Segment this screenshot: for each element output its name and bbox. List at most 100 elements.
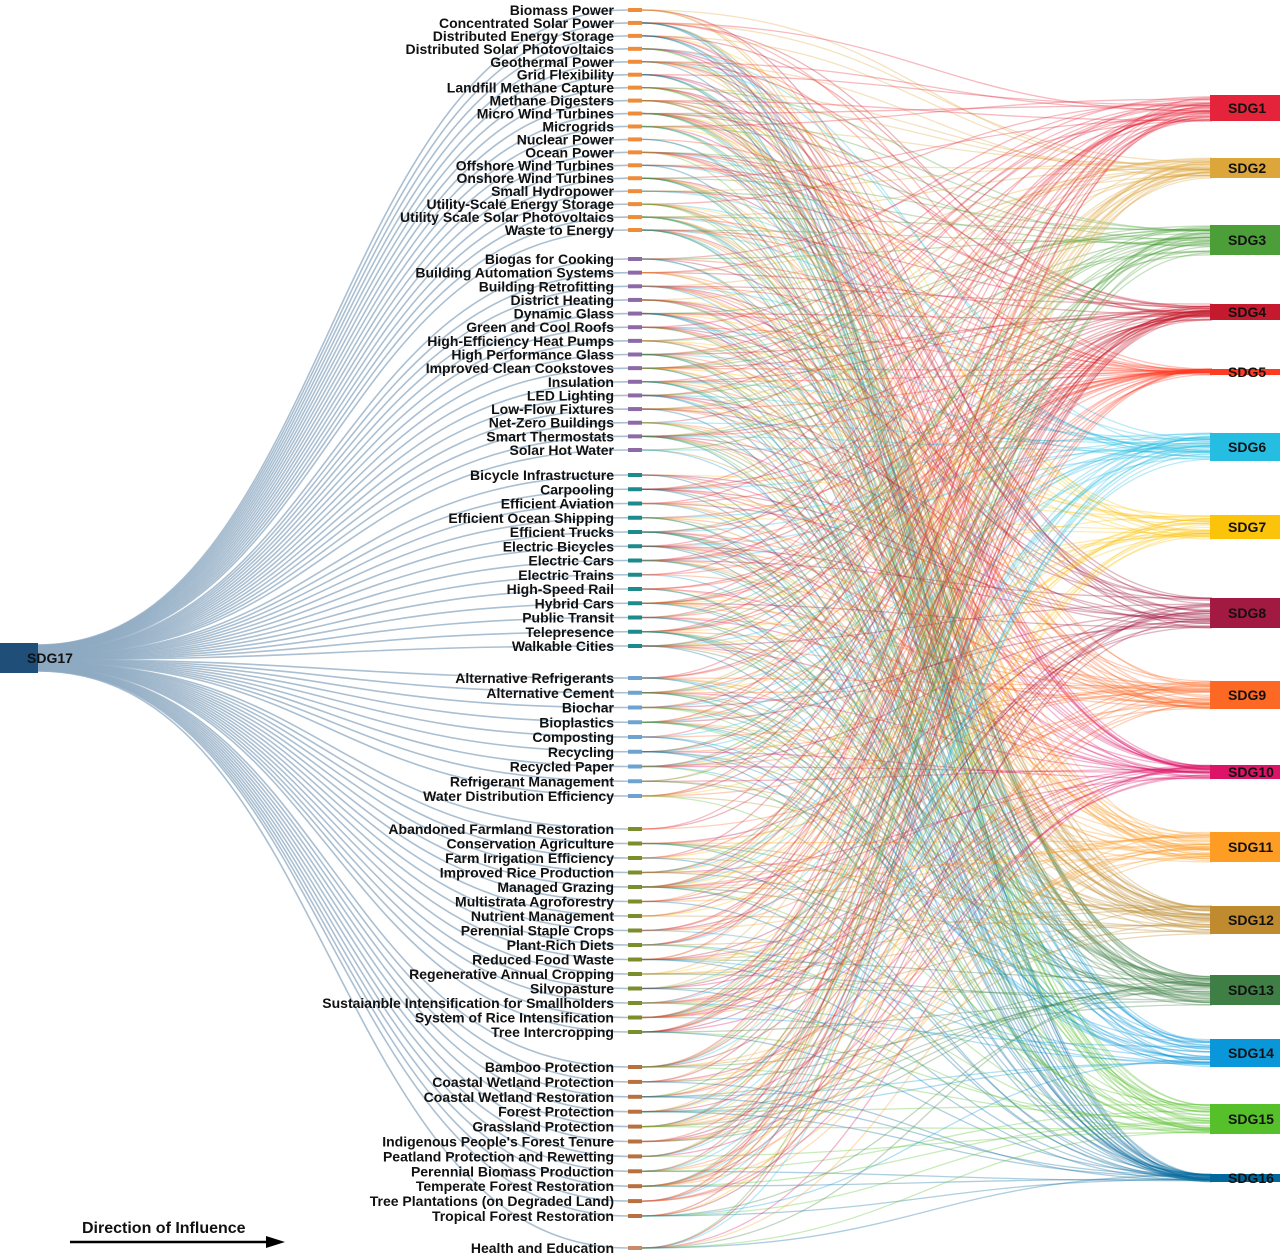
tech-label-refrigerant-management: Refrigerant Management: [450, 773, 614, 789]
tech-node-efficient-trucks: [628, 530, 642, 534]
sdg-link: [641, 216, 1213, 920]
sdg-link: [641, 852, 1213, 1187]
sdg-link: [641, 777, 1213, 874]
sdg-link: [641, 22, 1213, 112]
legend-label: Direction of Influence: [82, 1220, 246, 1237]
sdg5-node: [1210, 369, 1280, 375]
sdg-link: [641, 958, 1213, 1179]
sdg-link: [641, 908, 1213, 961]
sdg-link: [641, 751, 1213, 1053]
tech-label-efficient-ocean-shipping: Efficient Ocean Shipping: [448, 510, 614, 526]
sdg-link: [641, 138, 1213, 1004]
sdg-link: [641, 858, 1213, 874]
sdg-link: [641, 372, 1213, 383]
sdg-link: [641, 252, 1213, 1158]
sdg-link: [641, 229, 1213, 769]
sdg-link: [641, 588, 1213, 773]
influence-link: [37, 668, 629, 1158]
sdg-link: [641, 545, 1213, 1177]
sdg-link: [641, 227, 1213, 694]
sdg-link: [641, 174, 1213, 1113]
sdg-link: [641, 229, 1213, 1187]
sdg-link: [641, 454, 1213, 547]
sdg-link: [641, 229, 1213, 342]
sdg-link: [641, 86, 1213, 232]
influence-link: [37, 665, 629, 990]
sdg-link: [641, 531, 1213, 988]
sdg-link: [641, 432, 1213, 694]
sdg17-source: SDG17: [0, 643, 73, 673]
sdg-link: [641, 111, 1213, 604]
sdg-link: [641, 436, 1213, 888]
sdg-link: [641, 97, 1213, 961]
sdg-link: [641, 353, 1213, 984]
influence-link: [37, 661, 629, 830]
sdg-link: [641, 408, 1213, 602]
tech-label-ocean-power: Ocean Power: [525, 144, 614, 160]
sdg12-label: SDG12: [1228, 912, 1274, 928]
sdg11-node: [1210, 832, 1280, 862]
sdg-link: [641, 86, 1213, 620]
tech-node-high-performance-glass: [628, 352, 642, 357]
sdg-link: [641, 921, 1213, 1143]
tech-label-utility-scale-solar-photovoltaics: Utility Scale Solar Photovoltaics: [400, 209, 614, 225]
sdg-link: [641, 101, 1213, 205]
sdg-link: [641, 616, 1213, 773]
sdg-link: [641, 886, 1213, 907]
sdg-link: [641, 984, 1213, 1128]
influence-link: [37, 99, 629, 649]
sdg-link: [641, 99, 1213, 122]
tech-node-tropical-forest-restoration: [628, 1214, 642, 1218]
sdg-link: [641, 1002, 1213, 1063]
sdg-link: [641, 368, 1213, 604]
sdg-link: [641, 99, 1213, 538]
sdg-link: [641, 371, 1213, 590]
sdg-link: [641, 370, 1213, 490]
sdg-link: [641, 751, 1213, 1179]
sdg-link: [641, 692, 1213, 774]
tech-node-biogas-for-cooking: [628, 257, 642, 261]
sdg-link: [641, 151, 1213, 612]
sdg-link: [641, 22, 1213, 1182]
sdg-link: [641, 35, 1213, 533]
sdg-link: [641, 795, 1213, 1116]
influence-link: [37, 664, 629, 932]
sdg-link: [641, 9, 1213, 909]
sdg-link: [641, 545, 1213, 693]
sdg-link: [641, 604, 1213, 932]
influence-link: [37, 421, 629, 656]
influence-link: [37, 474, 629, 657]
sdg-link: [641, 616, 1213, 978]
sdg-link: [641, 35, 1213, 767]
tech-node-geothermal-power: [628, 59, 642, 64]
sdg-link: [641, 9, 1213, 629]
sdg-link: [641, 692, 1213, 1178]
sdg-link: [641, 125, 1213, 767]
sdg-link: [641, 368, 1213, 1187]
arrow-right-icon: [70, 1236, 285, 1248]
sdg-link: [641, 225, 1213, 356]
sdg-link: [641, 692, 1213, 919]
sdg-link: [641, 915, 1213, 927]
sdg-link: [641, 312, 1213, 767]
tech-node-high-efficiency-heat-pumps: [628, 338, 642, 343]
tech-node-silvopasture: [628, 986, 642, 991]
sdg-link: [641, 488, 1213, 773]
sdg-link: [641, 848, 1213, 1083]
influence-link: [37, 670, 629, 1249]
influence-link: [37, 666, 629, 1033]
sdg-link: [641, 706, 1213, 923]
influence-link: [37, 659, 629, 724]
tech-node-composting: [628, 735, 642, 739]
sdg-link: [641, 1002, 1213, 1133]
sdg-link: [641, 844, 1213, 903]
sdg-link: [641, 114, 1213, 859]
sdg-link: [641, 574, 1213, 1066]
tech-label-electric-cars: Electric Cars: [528, 553, 614, 569]
tech-node-microgrids: [628, 124, 642, 129]
sdg-link: [641, 631, 1213, 708]
influence-link: [37, 516, 629, 658]
tech-node-hybrid-cars: [628, 601, 642, 606]
sdg-link: [641, 535, 1213, 1113]
influence-link: [37, 669, 629, 1187]
